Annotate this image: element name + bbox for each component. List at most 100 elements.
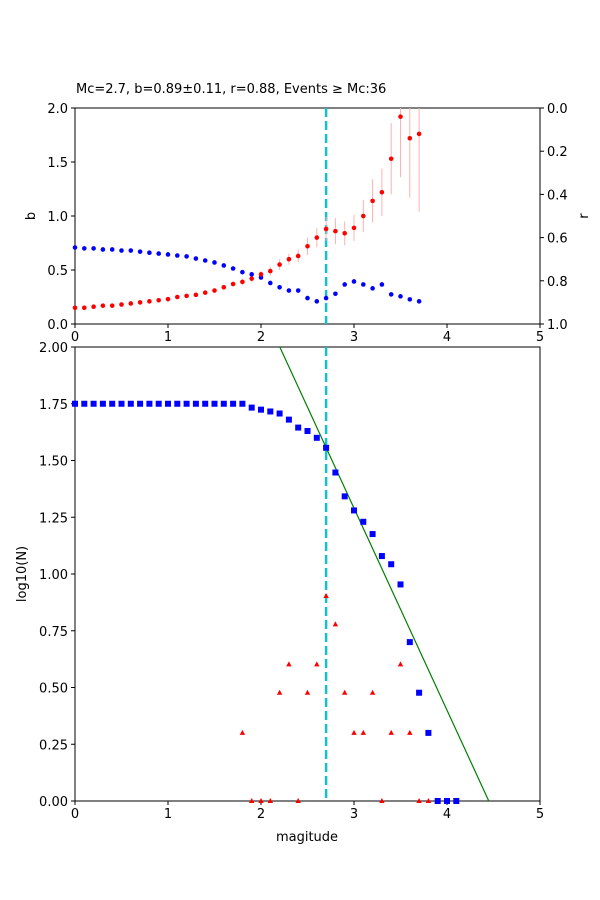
r-point — [258, 275, 264, 280]
r-point — [314, 299, 320, 304]
noncumulative-point — [314, 661, 320, 667]
x-tick-label: 0 — [71, 807, 79, 822]
b-point — [305, 243, 310, 249]
x-tick-label: 0 — [71, 330, 79, 345]
y-tick-label: 0.0 — [47, 318, 68, 333]
b-point — [119, 302, 124, 307]
y-tick-label: 1.25 — [39, 511, 68, 526]
x-tick-label: 4 — [443, 807, 451, 822]
y-right-tick-label: 0.8 — [547, 275, 568, 290]
y-tick-label: 2.00 — [39, 341, 68, 356]
r-point — [202, 258, 208, 263]
b-point — [286, 256, 292, 262]
cumulative-point — [341, 493, 348, 500]
b-point — [193, 292, 199, 298]
cumulative-point — [434, 798, 441, 804]
x-tick-label: 2 — [257, 330, 265, 345]
cumulative-point — [165, 400, 171, 407]
b-point — [370, 198, 375, 204]
r-point — [388, 292, 394, 297]
r-point — [361, 282, 366, 287]
x-tick-label: 3 — [350, 807, 358, 822]
cumulative-point — [118, 400, 125, 407]
cumulative-point — [258, 406, 264, 413]
r-point — [240, 269, 245, 275]
r-point — [119, 248, 124, 253]
cumulative-point — [220, 400, 227, 407]
y-right-tick-label: 0.6 — [547, 232, 568, 247]
b-point — [314, 235, 320, 240]
cumulative-point — [304, 427, 311, 434]
r-point — [286, 288, 292, 293]
noncumulative-point — [416, 798, 422, 803]
y-tick-label: 0.75 — [39, 625, 68, 640]
x-tick-label: 3 — [350, 330, 358, 345]
noncumulative-point — [239, 729, 246, 735]
b-point — [184, 293, 189, 299]
y-right-tick-label: 0.0 — [547, 102, 568, 117]
b-point — [165, 296, 171, 302]
noncumulative-point — [258, 798, 264, 803]
cumulative-point — [248, 404, 255, 411]
bottom-axes: 0 1 2 3 4 5 0.00 0.25 0.50 0.75 1.00 1.25 1.50 1.75 2.… — [39, 341, 544, 822]
r-point — [91, 246, 96, 251]
r-point — [147, 250, 152, 256]
cumulative-point — [323, 444, 330, 451]
noncumulative-point — [425, 798, 432, 803]
r-point — [416, 299, 422, 304]
r-point — [184, 254, 189, 259]
b-point — [91, 304, 96, 310]
r-point — [221, 263, 227, 268]
cumulative-point — [192, 400, 199, 407]
cumulative-point — [332, 469, 339, 476]
x-tick-label: 2 — [257, 807, 265, 822]
r-point — [370, 286, 375, 291]
cumulative-point — [397, 581, 404, 588]
b-point — [323, 226, 329, 232]
r-point — [82, 246, 87, 251]
r-point — [351, 279, 357, 284]
noncumulative-point — [323, 593, 329, 599]
r-point — [333, 291, 338, 297]
noncumulative-point — [379, 798, 385, 803]
r-point — [175, 253, 180, 258]
cumulative-point — [388, 561, 395, 568]
b-point — [72, 305, 78, 311]
y-right-tick-label: 0.4 — [547, 188, 568, 203]
axes-frame — [74, 346, 541, 802]
b-point — [388, 156, 394, 162]
r-point — [230, 266, 236, 271]
b-point — [109, 303, 115, 308]
x-tick-label: 1 — [164, 330, 172, 345]
r-point — [268, 280, 273, 286]
cumulative-point — [146, 400, 153, 407]
b-point — [230, 281, 236, 287]
r-point — [407, 297, 413, 302]
y-tick-label: 1.75 — [39, 398, 68, 413]
r-point — [295, 288, 301, 293]
y-tick-label: 1.5 — [47, 156, 68, 171]
b-point — [268, 268, 273, 274]
cumulative-point — [276, 410, 283, 417]
r-point — [342, 282, 348, 287]
fit-line — [279, 346, 490, 802]
y-tick-label: 1.00 — [39, 568, 68, 583]
b-point — [156, 297, 161, 303]
y-right-tick-label: 1.0 — [547, 318, 568, 333]
b-point — [295, 253, 301, 259]
x-tick-label: 5 — [536, 807, 544, 822]
b-point — [361, 213, 366, 219]
r-point — [379, 282, 385, 287]
y-tick-label: 0.5 — [47, 264, 68, 279]
y-tick-label: 2.0 — [47, 102, 68, 117]
cumulative-point — [155, 400, 162, 407]
b-point — [147, 299, 152, 304]
cumulative-point — [137, 400, 144, 407]
cumulative-point — [183, 400, 190, 407]
cumulative-point — [109, 400, 116, 407]
r-point — [109, 247, 115, 252]
r-point — [137, 249, 143, 254]
r-point — [128, 248, 134, 253]
b-point — [137, 300, 143, 305]
cumulative-point — [90, 400, 97, 407]
